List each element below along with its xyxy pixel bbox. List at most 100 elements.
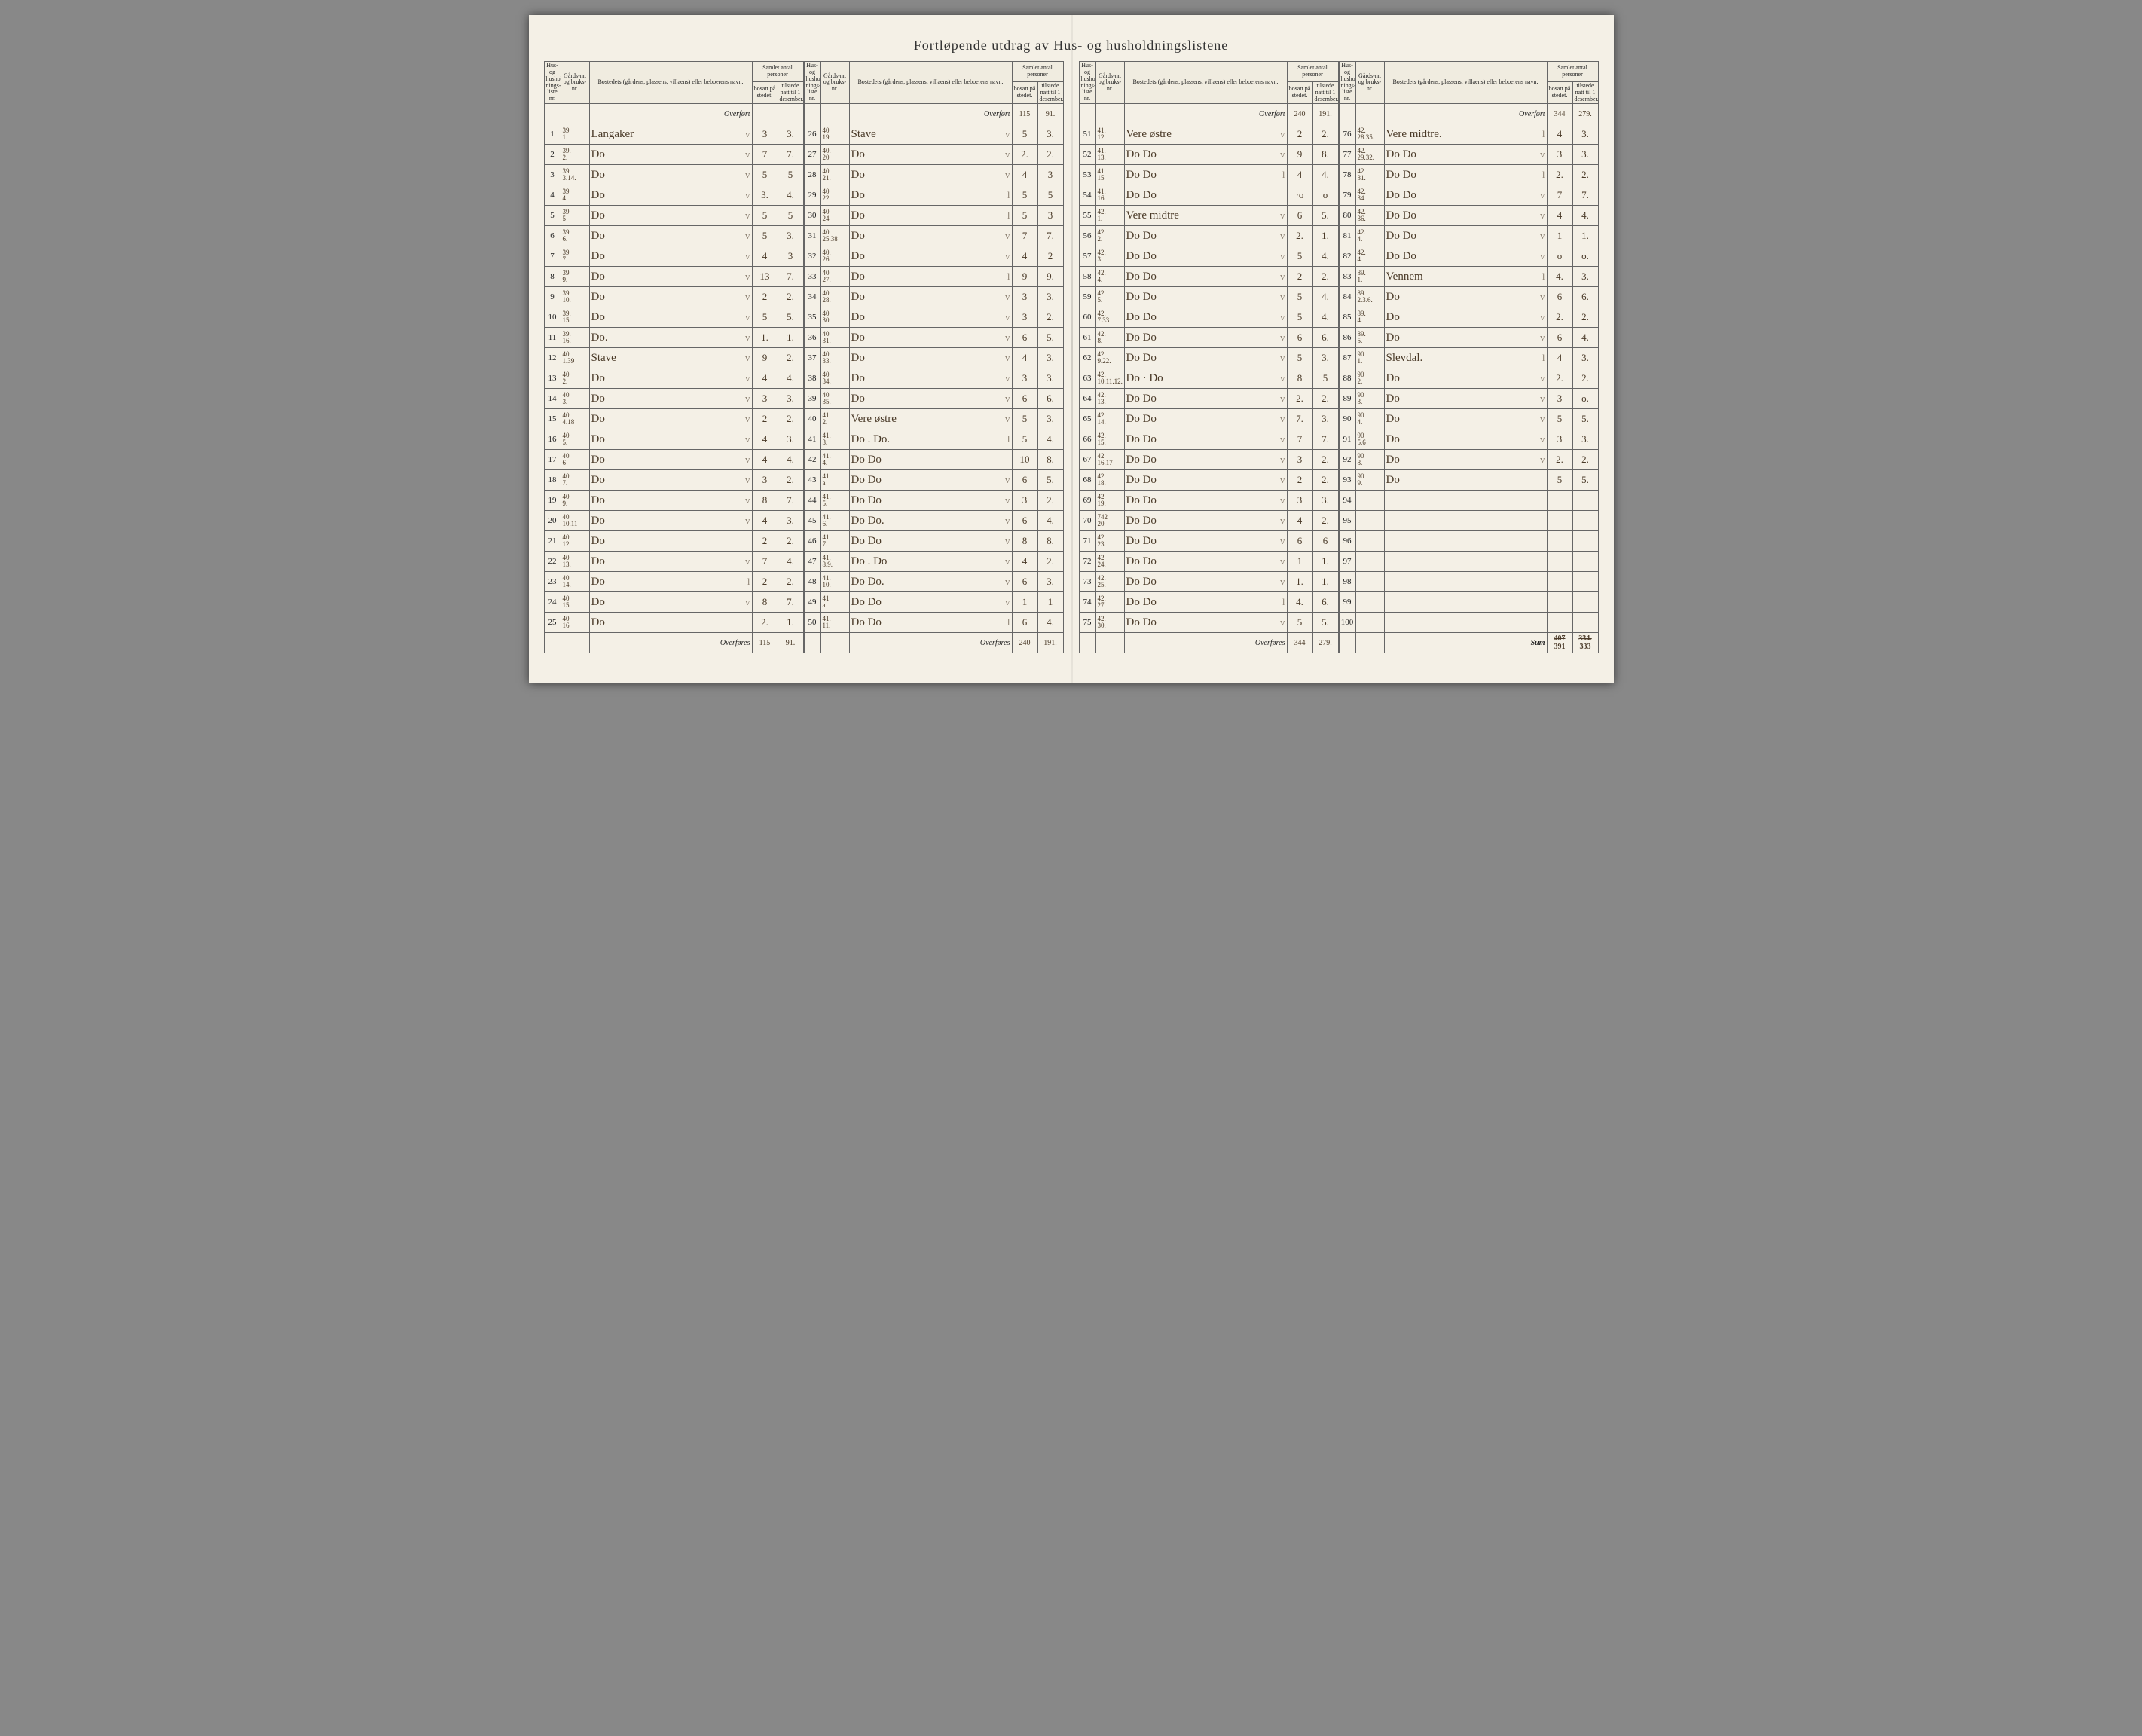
row-number: 87 — [1339, 348, 1355, 368]
bosatt-cell: 1 — [1287, 552, 1312, 572]
row-number: 53 — [1079, 165, 1095, 185]
gard-bruk: 41.5. — [820, 491, 849, 511]
row-number: 76 — [1339, 124, 1355, 145]
tilstede-cell: 2. — [1037, 552, 1063, 572]
gard-bruk: 42.25. — [1095, 572, 1124, 592]
tilstede-cell: o — [1312, 185, 1338, 206]
bosatt-cell: 5 — [752, 206, 778, 226]
row-number: 35 — [804, 307, 820, 328]
bosted-cell — [1384, 531, 1547, 552]
tilstede-cell: 2. — [778, 572, 803, 592]
bosted-cell: Do Do v — [1124, 511, 1287, 531]
table-row: 49 41a Do Do v 1 1 — [804, 592, 1063, 613]
row-number: 78 — [1339, 165, 1355, 185]
table-row: 25 4016 Do 2. 1. — [544, 613, 803, 633]
table-row: 46 41.7. Do Do v 8 8. — [804, 531, 1063, 552]
bosatt-cell: 6 — [1012, 572, 1037, 592]
bosatt-cell: 6 — [1012, 328, 1037, 348]
table-row: 59 425. Do Do v 5 4. — [1079, 287, 1338, 307]
bosatt-cell: 5 — [1287, 287, 1312, 307]
row-number: 36 — [804, 328, 820, 348]
tilstede-cell: 3. — [1037, 572, 1063, 592]
table-row: 76 42.28.35. Vere midtre. l 4 3. — [1339, 124, 1598, 145]
row-number: 68 — [1079, 470, 1095, 491]
bosted-cell: Do Do l — [1124, 592, 1287, 613]
bosatt-cell: 9 — [752, 348, 778, 368]
row-number: 59 — [1079, 287, 1095, 307]
table-row: 75 42.30. Do Do v 5 5. — [1079, 613, 1338, 633]
row-number: 92 — [1339, 450, 1355, 470]
bosted-cell: Do Do v — [1384, 206, 1547, 226]
bosatt-cell: 3 — [1287, 450, 1312, 470]
row-number: 94 — [1339, 491, 1355, 511]
bosted-cell: Vere østre v — [849, 409, 1012, 429]
ledger-panel-4: Hus- og hushold-nings-liste nr. Gårds-nr… — [1339, 61, 1599, 653]
tilstede-cell: 3. — [1312, 409, 1338, 429]
table-row: 24 4015 Do v 8 7. — [544, 592, 803, 613]
table-row: 41 41.3. Do . Do. l 5 4. — [804, 429, 1063, 450]
gard-bruk: 903. — [1355, 389, 1384, 409]
bosatt-cell: 4 — [752, 450, 778, 470]
row-number: 84 — [1339, 287, 1355, 307]
gard-bruk: 4025.38 — [820, 226, 849, 246]
gard-bruk: 4014. — [561, 572, 589, 592]
table-row: 84 89.2.3.6. Do v 6 6. — [1339, 287, 1598, 307]
tilstede-cell: 4. — [1572, 206, 1598, 226]
bosted-cell: Do v — [849, 226, 1012, 246]
gard-bruk: 396. — [561, 226, 589, 246]
row-number: 81 — [1339, 226, 1355, 246]
row-number: 88 — [1339, 368, 1355, 389]
gard-bruk: 41.7. — [820, 531, 849, 552]
table-row: 12 401.39 Stave v 9 2. — [544, 348, 803, 368]
bosted-cell: Do v — [1384, 429, 1547, 450]
bosatt-cell: 2. — [1547, 165, 1572, 185]
bosted-cell: Do Do l — [1124, 165, 1287, 185]
bosatt-cell: 2 — [1287, 267, 1312, 287]
table-row: 91 905.6 Do v 3 3. — [1339, 429, 1598, 450]
table-row: 19 409. Do v 8 7. — [544, 491, 803, 511]
table-row: 28 4021. Do v 4 3 — [804, 165, 1063, 185]
tilstede-cell: 2. — [1572, 450, 1598, 470]
gard-bruk: 41.a — [820, 470, 849, 491]
tilstede-cell: 2. — [1312, 450, 1338, 470]
gard-bruk: 4022. — [820, 185, 849, 206]
tilstede-cell: 4. — [778, 450, 803, 470]
table-row: 81 42.4. Do Do v 1 1. — [1339, 226, 1598, 246]
row-number: 25 — [544, 613, 561, 633]
tilstede-cell: 3. — [1037, 348, 1063, 368]
gard-bruk: 4019 — [820, 124, 849, 145]
table-row: 96 — [1339, 531, 1598, 552]
table-row: 95 — [1339, 511, 1598, 531]
bosatt-cell: 1. — [1287, 572, 1312, 592]
row-number: 41 — [804, 429, 820, 450]
row-number: 40 — [804, 409, 820, 429]
row-number: 62 — [1079, 348, 1095, 368]
bosted-cell: Do v — [589, 470, 752, 491]
tilstede-cell — [1572, 531, 1598, 552]
bosted-cell: Do l — [849, 185, 1012, 206]
gard-bruk: 909. — [1355, 470, 1384, 491]
bosatt-cell: 1. — [752, 328, 778, 348]
row-number: 83 — [1339, 267, 1355, 287]
gard-bruk: 41.6. — [820, 511, 849, 531]
bosted-cell: Do v — [589, 491, 752, 511]
gard-bruk: 74220 — [1095, 511, 1124, 531]
gard-bruk: 4024 — [820, 206, 849, 226]
tilstede-cell: 1. — [1312, 572, 1338, 592]
table-row: 5 395 Do v 5 5 — [544, 206, 803, 226]
bosatt-cell: 5 — [1287, 307, 1312, 328]
gard-bruk: 42.27. — [1095, 592, 1124, 613]
row-number: 39 — [804, 389, 820, 409]
bosatt-cell: 4. — [1287, 592, 1312, 613]
bosted-cell: Do Do v — [849, 470, 1012, 491]
tilstede-cell: 1. — [1312, 226, 1338, 246]
gard-bruk: 395 — [561, 206, 589, 226]
bosatt-cell: 9 — [1287, 145, 1312, 165]
table-row: 47 41.8.9. Do . Do v 4 2. — [804, 552, 1063, 572]
tilstede-cell: 6. — [1312, 592, 1338, 613]
bosatt-cell: 5 — [1287, 613, 1312, 633]
bosted-cell: Do v — [849, 328, 1012, 348]
bosted-cell: Do v — [589, 409, 752, 429]
tilstede-cell: 2. — [1312, 511, 1338, 531]
row-number: 30 — [804, 206, 820, 226]
